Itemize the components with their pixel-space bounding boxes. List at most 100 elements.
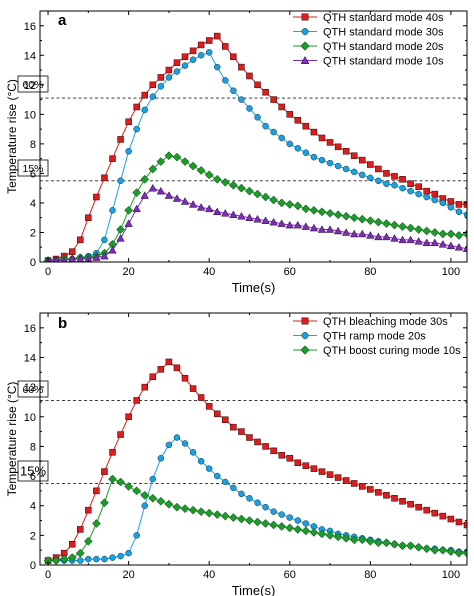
legend-marker	[301, 13, 309, 21]
data-point	[124, 482, 134, 491]
y-tick-label: 16	[24, 323, 36, 335]
data-point	[365, 536, 375, 546]
x-tick-label: 80	[364, 569, 376, 581]
data-point	[222, 416, 229, 423]
data-point	[101, 468, 108, 475]
data-point	[463, 211, 467, 219]
data-point	[317, 207, 327, 217]
data-point	[278, 134, 285, 142]
data-point	[133, 397, 140, 404]
data-point	[141, 502, 148, 509]
data-point	[149, 93, 157, 100]
data-point	[156, 157, 166, 167]
data-point	[230, 484, 237, 492]
data-point	[109, 207, 116, 214]
data-point	[125, 549, 132, 557]
data-point	[342, 148, 350, 155]
data-point	[294, 517, 302, 524]
y-tick-label: 12	[24, 80, 36, 92]
data-point	[278, 452, 285, 459]
data-point	[334, 143, 342, 151]
data-point	[85, 506, 92, 514]
data-point	[197, 457, 205, 465]
data-point	[221, 209, 230, 217]
data-point	[205, 403, 213, 410]
data-point	[310, 465, 318, 472]
data-point	[165, 74, 173, 81]
data-point	[213, 472, 221, 480]
data-point	[117, 136, 124, 143]
data-point	[157, 74, 165, 81]
data-point	[269, 520, 279, 530]
data-point	[140, 490, 150, 500]
data-point	[156, 186, 166, 195]
threshold-label-60pct: 60%	[22, 79, 43, 91]
data-point	[446, 229, 456, 239]
plot-frame	[39, 10, 468, 263]
data-point	[261, 519, 270, 528]
data-point	[148, 493, 158, 503]
data-point	[430, 228, 440, 237]
y-tick-label: 14	[24, 352, 36, 364]
legend-marker	[301, 28, 309, 35]
data-point	[212, 174, 222, 184]
x-tick-label: 60	[284, 266, 296, 278]
data-point	[383, 492, 390, 499]
data-point	[261, 192, 270, 202]
data-point	[172, 502, 182, 512]
data-point	[254, 114, 261, 121]
data-point	[101, 555, 108, 563]
data-point	[188, 161, 198, 171]
data-point	[286, 111, 294, 118]
data-point	[383, 180, 390, 187]
data-point	[141, 91, 148, 99]
data-point	[197, 41, 205, 49]
legend-marker	[301, 317, 309, 325]
data-point	[325, 225, 335, 233]
data-point	[277, 219, 286, 227]
panel-label: a	[58, 12, 67, 29]
data-point	[334, 474, 342, 481]
data-point	[302, 520, 310, 527]
data-point	[334, 162, 342, 170]
x-axis-label: Time(s)	[232, 583, 276, 596]
data-point	[318, 156, 326, 164]
data-point	[140, 174, 150, 184]
data-point	[173, 434, 181, 441]
data-point	[93, 555, 100, 563]
data-point	[196, 507, 206, 517]
data-point	[181, 374, 189, 382]
data-point	[359, 171, 366, 179]
data-point	[108, 474, 117, 484]
y-tick-label: 16	[24, 21, 36, 33]
data-point	[196, 166, 206, 175]
data-point	[172, 194, 182, 202]
data-point	[317, 225, 327, 233]
data-point	[423, 193, 430, 201]
x-tick-label: 80	[364, 266, 376, 278]
data-point	[391, 181, 398, 189]
data-point	[262, 443, 269, 450]
data-point	[277, 198, 287, 208]
y-tick-label: 8	[30, 441, 36, 453]
data-point	[181, 53, 189, 61]
chart-panel-b: 60%15%0 20 40 60 80 1000246810121416Time(s)Te…	[5, 312, 468, 596]
data-point	[277, 522, 287, 531]
data-point	[285, 523, 295, 533]
data-point	[117, 552, 124, 560]
data-point	[359, 156, 366, 164]
data-point	[109, 449, 116, 456]
data-point	[390, 220, 399, 230]
data-point	[133, 103, 140, 111]
data-point	[454, 548, 464, 558]
data-point	[406, 223, 416, 233]
data-point	[447, 515, 455, 523]
y-axis-label: Temperature rise (°C)	[5, 382, 19, 497]
data-point	[222, 77, 229, 84]
data-point	[197, 394, 205, 401]
data-point	[173, 59, 181, 66]
panel-label: b	[58, 315, 67, 332]
data-point	[220, 511, 230, 521]
data-point	[293, 525, 303, 534]
x-tick-label: 60	[284, 569, 296, 581]
